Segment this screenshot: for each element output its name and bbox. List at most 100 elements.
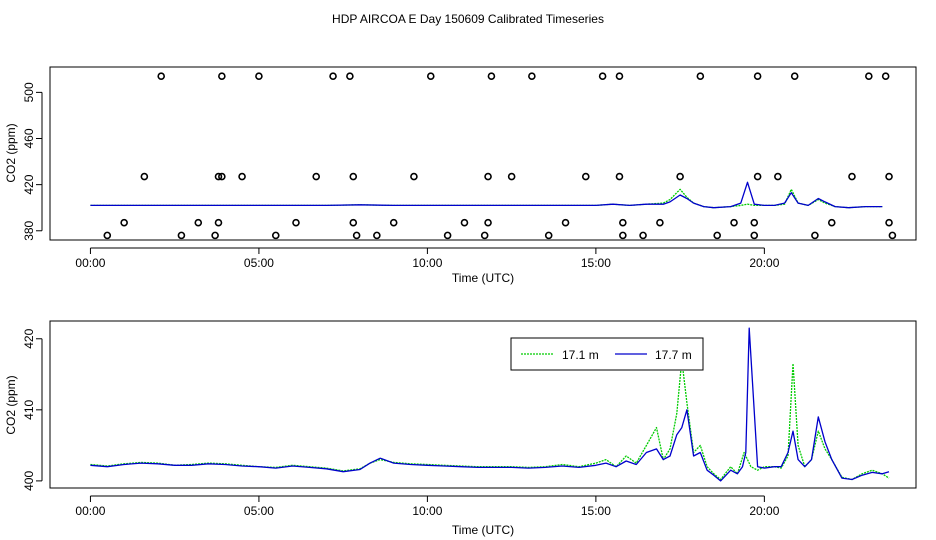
data-point — [696, 72, 705, 81]
data-point — [140, 172, 149, 181]
series-layer-top — [90, 181, 883, 209]
data-point — [827, 218, 836, 227]
x-tick-label: 10:00 — [412, 504, 442, 518]
x-tick-label: 00:00 — [75, 256, 105, 270]
series-line-17-7 — [90, 327, 890, 482]
data-point — [885, 172, 893, 181]
legend: 17.1 m 17.7 m — [510, 337, 704, 371]
series-layer-bottom — [90, 327, 890, 482]
plot-frame-top — [49, 66, 917, 241]
x-tick-label: 10:00 — [412, 256, 442, 270]
data-point — [120, 218, 128, 227]
x-tick-label: 15:00 — [581, 504, 611, 518]
data-point — [676, 172, 684, 181]
x-tick-label: 00:00 — [75, 504, 105, 518]
y-axis-bottom: 400 410 420 — [22, 328, 43, 491]
y-tick-label: 410 — [22, 399, 36, 419]
chart-top: 00:00 05:00 10:00 15:00 20:00 380 420 460 500 T… — [4, 66, 917, 285]
data-point — [410, 172, 418, 181]
point-layer-top — [103, 72, 897, 240]
x-axis-bottom: 00:00 05:00 10:00 15:00 20:00 — [75, 495, 780, 518]
data-point — [528, 72, 536, 81]
data-point — [218, 172, 226, 181]
data-point — [848, 172, 856, 181]
data-point — [507, 172, 516, 181]
data-point — [349, 172, 358, 181]
y-tick-label: 420 — [22, 328, 36, 348]
data-point — [103, 231, 112, 240]
x-tick-label: 15:00 — [581, 256, 611, 270]
data-point — [881, 72, 890, 81]
data-point — [292, 218, 300, 227]
data-point — [214, 172, 223, 181]
data-point — [544, 231, 553, 240]
data-point — [598, 72, 607, 81]
data-point — [177, 231, 186, 240]
data-point — [389, 218, 398, 227]
data-point — [561, 218, 570, 227]
data-point — [255, 72, 263, 81]
x-tick-label: 20:00 — [749, 256, 779, 270]
data-point — [480, 231, 489, 240]
data-point — [484, 218, 492, 227]
data-point — [352, 231, 361, 240]
y-tick-label: 380 — [22, 220, 36, 240]
legend-label-17-1: 17.1 m — [562, 348, 599, 362]
data-point — [373, 231, 381, 240]
data-point — [619, 218, 627, 227]
data-point — [615, 72, 624, 81]
data-point — [460, 218, 469, 227]
data-point — [329, 72, 337, 81]
data-point — [750, 218, 759, 227]
data-point — [656, 218, 664, 227]
data-point — [484, 172, 492, 181]
data-point — [774, 172, 782, 181]
data-point — [619, 231, 627, 240]
data-point — [271, 231, 280, 240]
data-point — [346, 72, 354, 81]
y-tick-label: 400 — [22, 471, 36, 491]
data-point — [218, 72, 226, 81]
data-point — [214, 218, 223, 227]
data-point — [639, 231, 647, 240]
data-point — [443, 231, 452, 240]
series-line-17-1 — [90, 359, 890, 481]
data-point — [581, 172, 590, 181]
data-point — [238, 172, 246, 181]
x-tick-label: 05:00 — [244, 256, 274, 270]
y-tick-label: 500 — [22, 82, 36, 102]
data-point — [865, 72, 873, 81]
data-point — [713, 231, 721, 240]
y-axis-label-bottom: CO2 (ppm) — [4, 375, 18, 434]
data-point — [753, 172, 762, 181]
x-axis-label-bottom: Time (UTC) — [452, 523, 514, 537]
data-point — [211, 231, 219, 240]
data-point — [753, 72, 762, 81]
y-axis-label-top: CO2 (ppm) — [4, 123, 18, 182]
legend-label-17-7: 17.7 m — [655, 348, 692, 362]
y-tick-label: 420 — [22, 174, 36, 194]
data-point — [615, 172, 624, 181]
data-point — [811, 231, 819, 240]
data-point — [730, 218, 738, 227]
page-title: HDP AIRCOA E Day 150609 Calibrated Times… — [332, 12, 604, 26]
x-axis-label-top: Time (UTC) — [452, 271, 514, 285]
data-point — [790, 72, 799, 81]
series-line-17-7 — [90, 181, 883, 209]
data-point — [157, 72, 165, 81]
data-point — [888, 231, 897, 240]
chart-bottom: 00:00 05:00 10:00 15:00 20:00 400 410 420 Time… — [4, 320, 917, 537]
data-point — [487, 72, 496, 81]
data-point — [349, 218, 358, 227]
data-point — [426, 72, 435, 81]
data-point — [750, 231, 759, 240]
y-tick-label: 460 — [22, 128, 36, 148]
x-tick-label: 20:00 — [749, 504, 779, 518]
y-axis-top: 380 420 460 500 — [22, 82, 43, 241]
plot-frame-bottom — [49, 320, 917, 489]
x-axis-top: 00:00 05:00 10:00 15:00 20:00 — [75, 247, 780, 270]
data-point — [312, 172, 321, 181]
x-tick-label: 05:00 — [244, 504, 274, 518]
data-point — [885, 218, 893, 227]
